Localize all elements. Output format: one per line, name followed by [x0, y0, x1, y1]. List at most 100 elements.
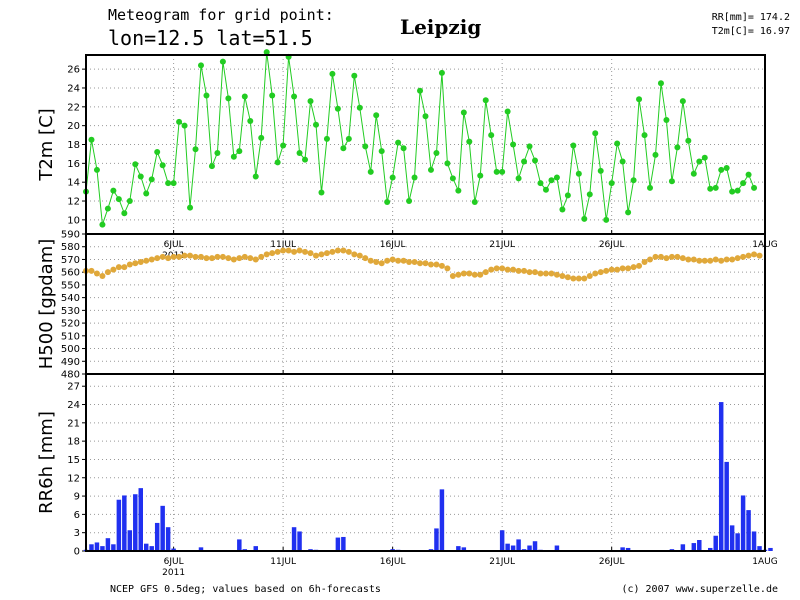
h500-point: [411, 259, 418, 265]
t2m-point: [668, 178, 675, 185]
t2m-point: [723, 165, 730, 172]
x-year-label: 2011: [162, 568, 185, 578]
h500-point: [663, 255, 670, 262]
h500-point: [302, 248, 309, 255]
t2m-point: [707, 185, 714, 192]
rr6h-bar: [708, 547, 713, 551]
t2m-point: [526, 143, 533, 150]
precipitation-total: RR[mm]= 174.2: [711, 12, 790, 23]
t2m-point: [154, 149, 161, 156]
y-axis-label: RR6h [mm]: [36, 411, 57, 514]
h500-point: [340, 247, 347, 254]
h500-point: [154, 255, 161, 262]
t2m-point: [510, 141, 517, 148]
t2m-point: [269, 92, 276, 99]
t2m-point: [636, 96, 643, 103]
t2m-point: [548, 177, 555, 184]
t2m-point: [143, 190, 150, 197]
h500-point: [668, 253, 675, 260]
h500-point: [427, 261, 434, 268]
y-tick-label: 14: [67, 178, 80, 189]
y-tick-label: 12: [67, 197, 80, 208]
h500-point: [247, 255, 254, 262]
t2m-point: [351, 72, 358, 79]
h500-point: [263, 251, 270, 258]
t2m-point: [356, 104, 363, 111]
t2m-point: [471, 198, 478, 205]
t2m-point: [203, 92, 210, 99]
t2m-point: [395, 139, 402, 146]
t2m-point: [247, 117, 254, 124]
y-tick-label: 26: [67, 65, 80, 76]
t2m-point: [93, 166, 100, 173]
x-tick-label: 26JUL: [599, 557, 625, 567]
h500-point: [723, 256, 730, 263]
t2m-point: [165, 180, 172, 187]
t2m-point: [258, 134, 265, 141]
rr6h-bar: [297, 531, 302, 551]
h500-point: [559, 273, 566, 279]
x-tick-label: 16JUL: [380, 557, 406, 567]
y-axis-label: T2m [C]: [36, 108, 57, 181]
h500-point: [367, 257, 374, 264]
t2m-point: [115, 196, 122, 203]
t2m-point: [187, 204, 194, 211]
h500-point: [729, 256, 736, 263]
h500-point: [318, 251, 325, 258]
h500-point: [647, 256, 654, 263]
t2m-point: [400, 145, 407, 152]
t2m-point: [592, 130, 599, 137]
rr6h-bar: [680, 544, 686, 551]
x-tick-label: 21JUL: [489, 240, 515, 250]
rr6h-bar: [691, 543, 697, 551]
meteogram-title: Meteogram for grid point:: [108, 6, 334, 24]
h500-point: [504, 266, 511, 273]
t2m-point: [493, 168, 500, 175]
t2m-point: [230, 153, 237, 160]
h500-point: [652, 253, 659, 260]
h500-point: [197, 253, 204, 260]
h500-point: [137, 259, 144, 265]
y-tick-label: 24: [67, 83, 80, 94]
t2m-point: [663, 117, 670, 124]
t2m-series-line: [85, 52, 755, 225]
t2m-point: [241, 93, 248, 100]
location-name: Leipzig: [400, 15, 482, 39]
h500-point: [575, 275, 582, 282]
t2m-point: [389, 174, 396, 181]
h500-point: [258, 253, 265, 260]
h500-point: [745, 252, 752, 259]
x-tick-label: 6JUL: [164, 240, 184, 250]
y-tick-label: 18: [67, 437, 80, 448]
h500-point: [597, 269, 604, 276]
h500-point: [751, 251, 758, 258]
rr6h-bar: [735, 533, 740, 551]
t2m-point: [614, 140, 621, 147]
h500-point: [214, 253, 221, 260]
h500-point: [132, 260, 139, 267]
t2m-point: [192, 146, 199, 153]
t2m-point: [197, 62, 204, 69]
h500-point: [679, 255, 686, 262]
t2m-point: [334, 105, 341, 112]
y-tick-label: 12: [67, 473, 80, 484]
h500-point: [400, 257, 407, 264]
h500-point: [581, 275, 588, 282]
t2m-point: [515, 175, 522, 182]
h500-point: [614, 266, 621, 273]
t2m-point: [449, 175, 456, 182]
h500-point: [362, 255, 369, 262]
rr6h-bar: [138, 488, 143, 551]
t2m-point: [362, 143, 369, 150]
h500-point: [373, 259, 380, 265]
h500-point: [280, 247, 287, 254]
h500-point: [690, 256, 697, 263]
rr6h-bar: [253, 546, 258, 551]
t2m-point: [690, 170, 697, 177]
t2m-point: [718, 166, 725, 173]
y-tick-label: 510: [61, 331, 80, 342]
h500-point: [696, 257, 703, 264]
h500-point: [110, 266, 117, 273]
x-tick-label: 16JUL: [380, 240, 406, 250]
